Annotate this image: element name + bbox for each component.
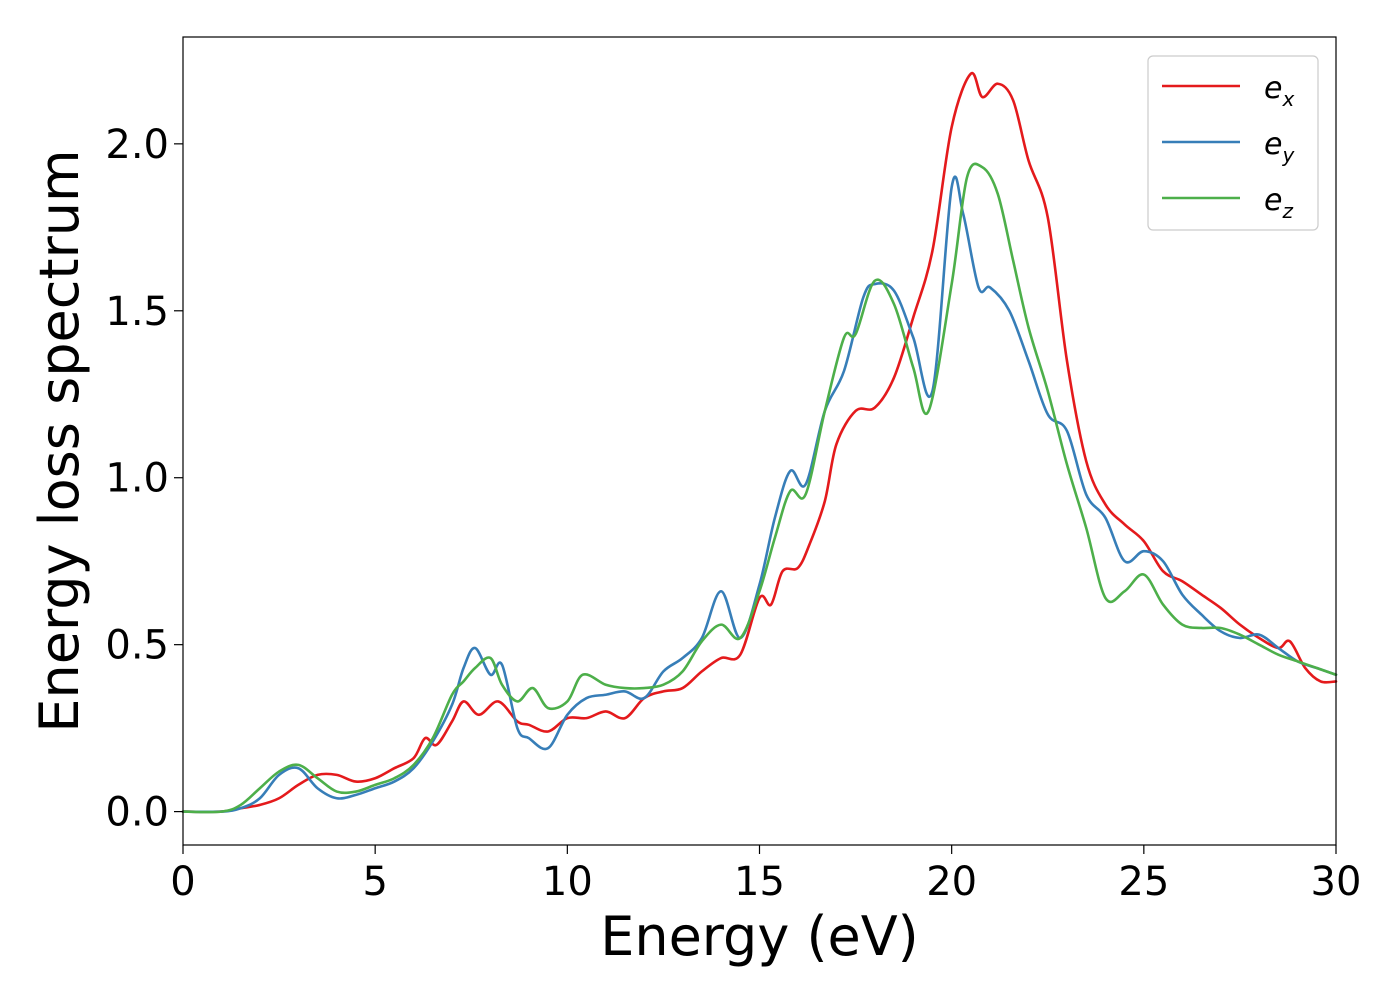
- x-tick-label: 25: [1118, 859, 1169, 905]
- series-line-ex: [181, 71, 1338, 814]
- legend-label-ey: ey: [1264, 127, 1295, 167]
- legend-label-ex: ex: [1264, 71, 1294, 111]
- x-axis-label: Energy (eV): [600, 905, 919, 968]
- series-layer: [181, 71, 1338, 814]
- y-tick-label: 1.5: [105, 289, 169, 335]
- x-tick-label: 10: [542, 859, 593, 905]
- x-tick-label: 30: [1311, 859, 1362, 905]
- y-tick-label: 1.0: [105, 456, 169, 502]
- y-tick-label: 2.0: [105, 122, 169, 168]
- x-tick-label: 20: [926, 859, 977, 905]
- x-tick-label: 0: [170, 859, 195, 905]
- series-line-ez: [181, 162, 1338, 814]
- y-tick-label: 0.5: [105, 623, 169, 669]
- x-axis-ticks: 0 5 10 15 20 25 30: [170, 845, 1361, 905]
- legend: ex ey ez: [1147, 55, 1319, 231]
- series-line-ey: [181, 175, 1338, 814]
- legend-label-ez: ez: [1264, 183, 1293, 223]
- y-axis-label: Energy loss spectrum: [28, 149, 91, 732]
- x-tick-label: 5: [362, 859, 387, 905]
- y-axis-ticks: 0.0 0.5 1.0 1.5 2.0: [105, 122, 183, 836]
- y-tick-label: 0.0: [105, 790, 169, 836]
- x-tick-label: 15: [734, 859, 785, 905]
